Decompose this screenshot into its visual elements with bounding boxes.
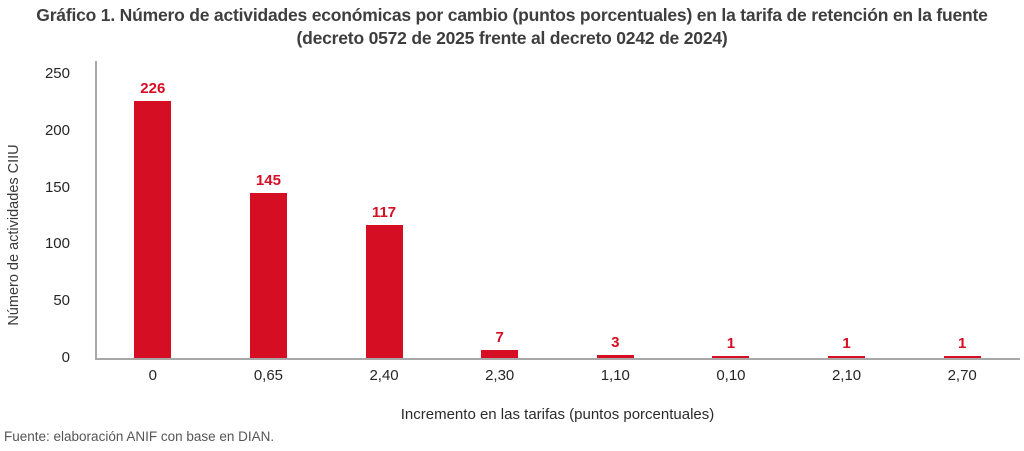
plot-area: 226 145 117 7 3 1 1 1 [95,61,1020,360]
bar-value-label: 1 [958,335,967,352]
bar [712,356,750,358]
source-note: Fuente: elaboración ANIF con base en DIA… [4,429,275,444]
x-tick-label: 2,40 [369,367,399,384]
x-tick-label: 2,30 [485,367,515,384]
x-tick-label: 2,10 [831,367,862,384]
x-tick-label: 2,70 [947,367,977,384]
bar [481,350,519,358]
y-tick-label: 50 [53,292,70,310]
y-axis-line [95,61,97,358]
y-tick-label: 150 [44,178,70,196]
x-axis-line [95,358,1020,360]
x-axis-ticks: 0 0,65 2,40 2,30 1,10 0,10 2,10 2,70 [95,367,1020,387]
bar [828,356,866,358]
x-tick-label: 0,65 [253,367,284,384]
chart-title: Gráfico 1. Número de actividades económi… [36,5,988,48]
y-tick-label: 200 [44,121,70,139]
bar [596,355,634,358]
bar-value-label: 145 [255,172,281,189]
x-tick-label: 1,10 [600,367,630,384]
bar [943,356,981,358]
bar-value-label: 1 [842,335,851,352]
x-tick-label: 0 [148,367,157,384]
y-tick-label: 100 [44,235,70,253]
bar [134,101,172,358]
bar-value-label: 7 [495,329,504,346]
x-tick-label: 0,10 [716,367,746,384]
bar-value-label: 226 [140,80,166,97]
bar-value-label: 3 [611,334,620,351]
bar-value-label: 1 [726,335,736,352]
y-tick-label: 250 [44,65,70,82]
bar [365,225,403,358]
bar-value-label: 117 [371,204,397,221]
x-axis-title: Incremento en las tarifas (puntos porcen… [400,406,715,423]
y-tick-label: 0 [61,349,70,366]
bar [249,193,287,358]
